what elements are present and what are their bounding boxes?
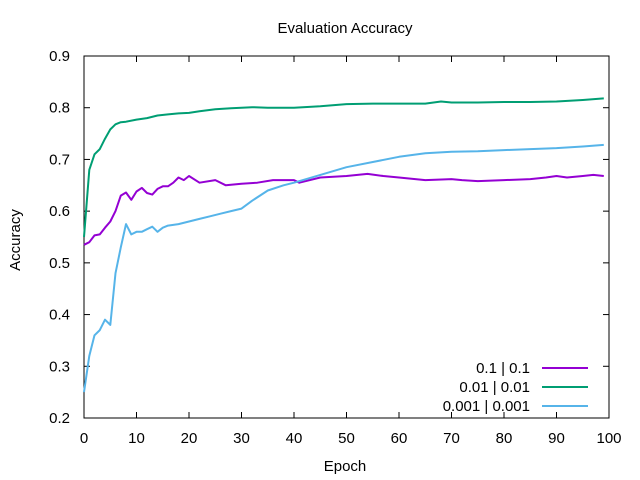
chart-title: Evaluation Accuracy [277,20,413,37]
x-tick-label: 90 [548,430,565,447]
y-axis-label: Accuracy [7,209,24,271]
y-tick-label: 0.4 [49,307,70,324]
y-tick-label: 0.5 [49,255,70,272]
series-lines [83,97,604,393]
series-line-0 [83,172,604,246]
x-tick-label: 80 [496,430,513,447]
plot-frame [83,55,610,419]
x-tick-label: 60 [391,430,408,447]
legend: 0.1 | 0.1 0.01 | 0.01 0.001 | 0.001 [443,360,588,415]
legend-label-0: 0.1 | 0.1 [476,360,530,377]
y-tick-label: 0.7 [49,151,70,168]
y-tick-label: 0.2 [49,410,70,427]
axis-tick-labels: 0 10 20 30 40 50 60 70 80 90 100 0.2 0.3 0.4 0.5 0.6 0.7… [49,48,621,447]
legend-label-1: 0.01 | 0.01 [459,379,530,396]
y-tick-label: 0.3 [49,358,70,375]
x-tick-label: 20 [181,430,198,447]
x-tick-label: 10 [128,430,145,447]
axis-ticks [83,55,610,419]
y-tick-label: 0.9 [49,48,70,65]
legend-label-2: 0.001 | 0.001 [443,398,530,415]
x-tick-label: 50 [338,430,355,447]
series-line-1 [83,97,604,238]
x-tick-label: 100 [596,430,621,447]
y-tick-label: 0.6 [49,203,70,220]
series-line-2 [83,143,604,393]
x-tick-label: 30 [233,430,250,447]
x-axis-label: Epoch [324,458,367,475]
y-tick-label: 0.8 [49,100,70,117]
x-tick-label: 0 [80,430,88,447]
x-tick-label: 70 [443,430,460,447]
x-tick-label: 40 [286,430,303,447]
